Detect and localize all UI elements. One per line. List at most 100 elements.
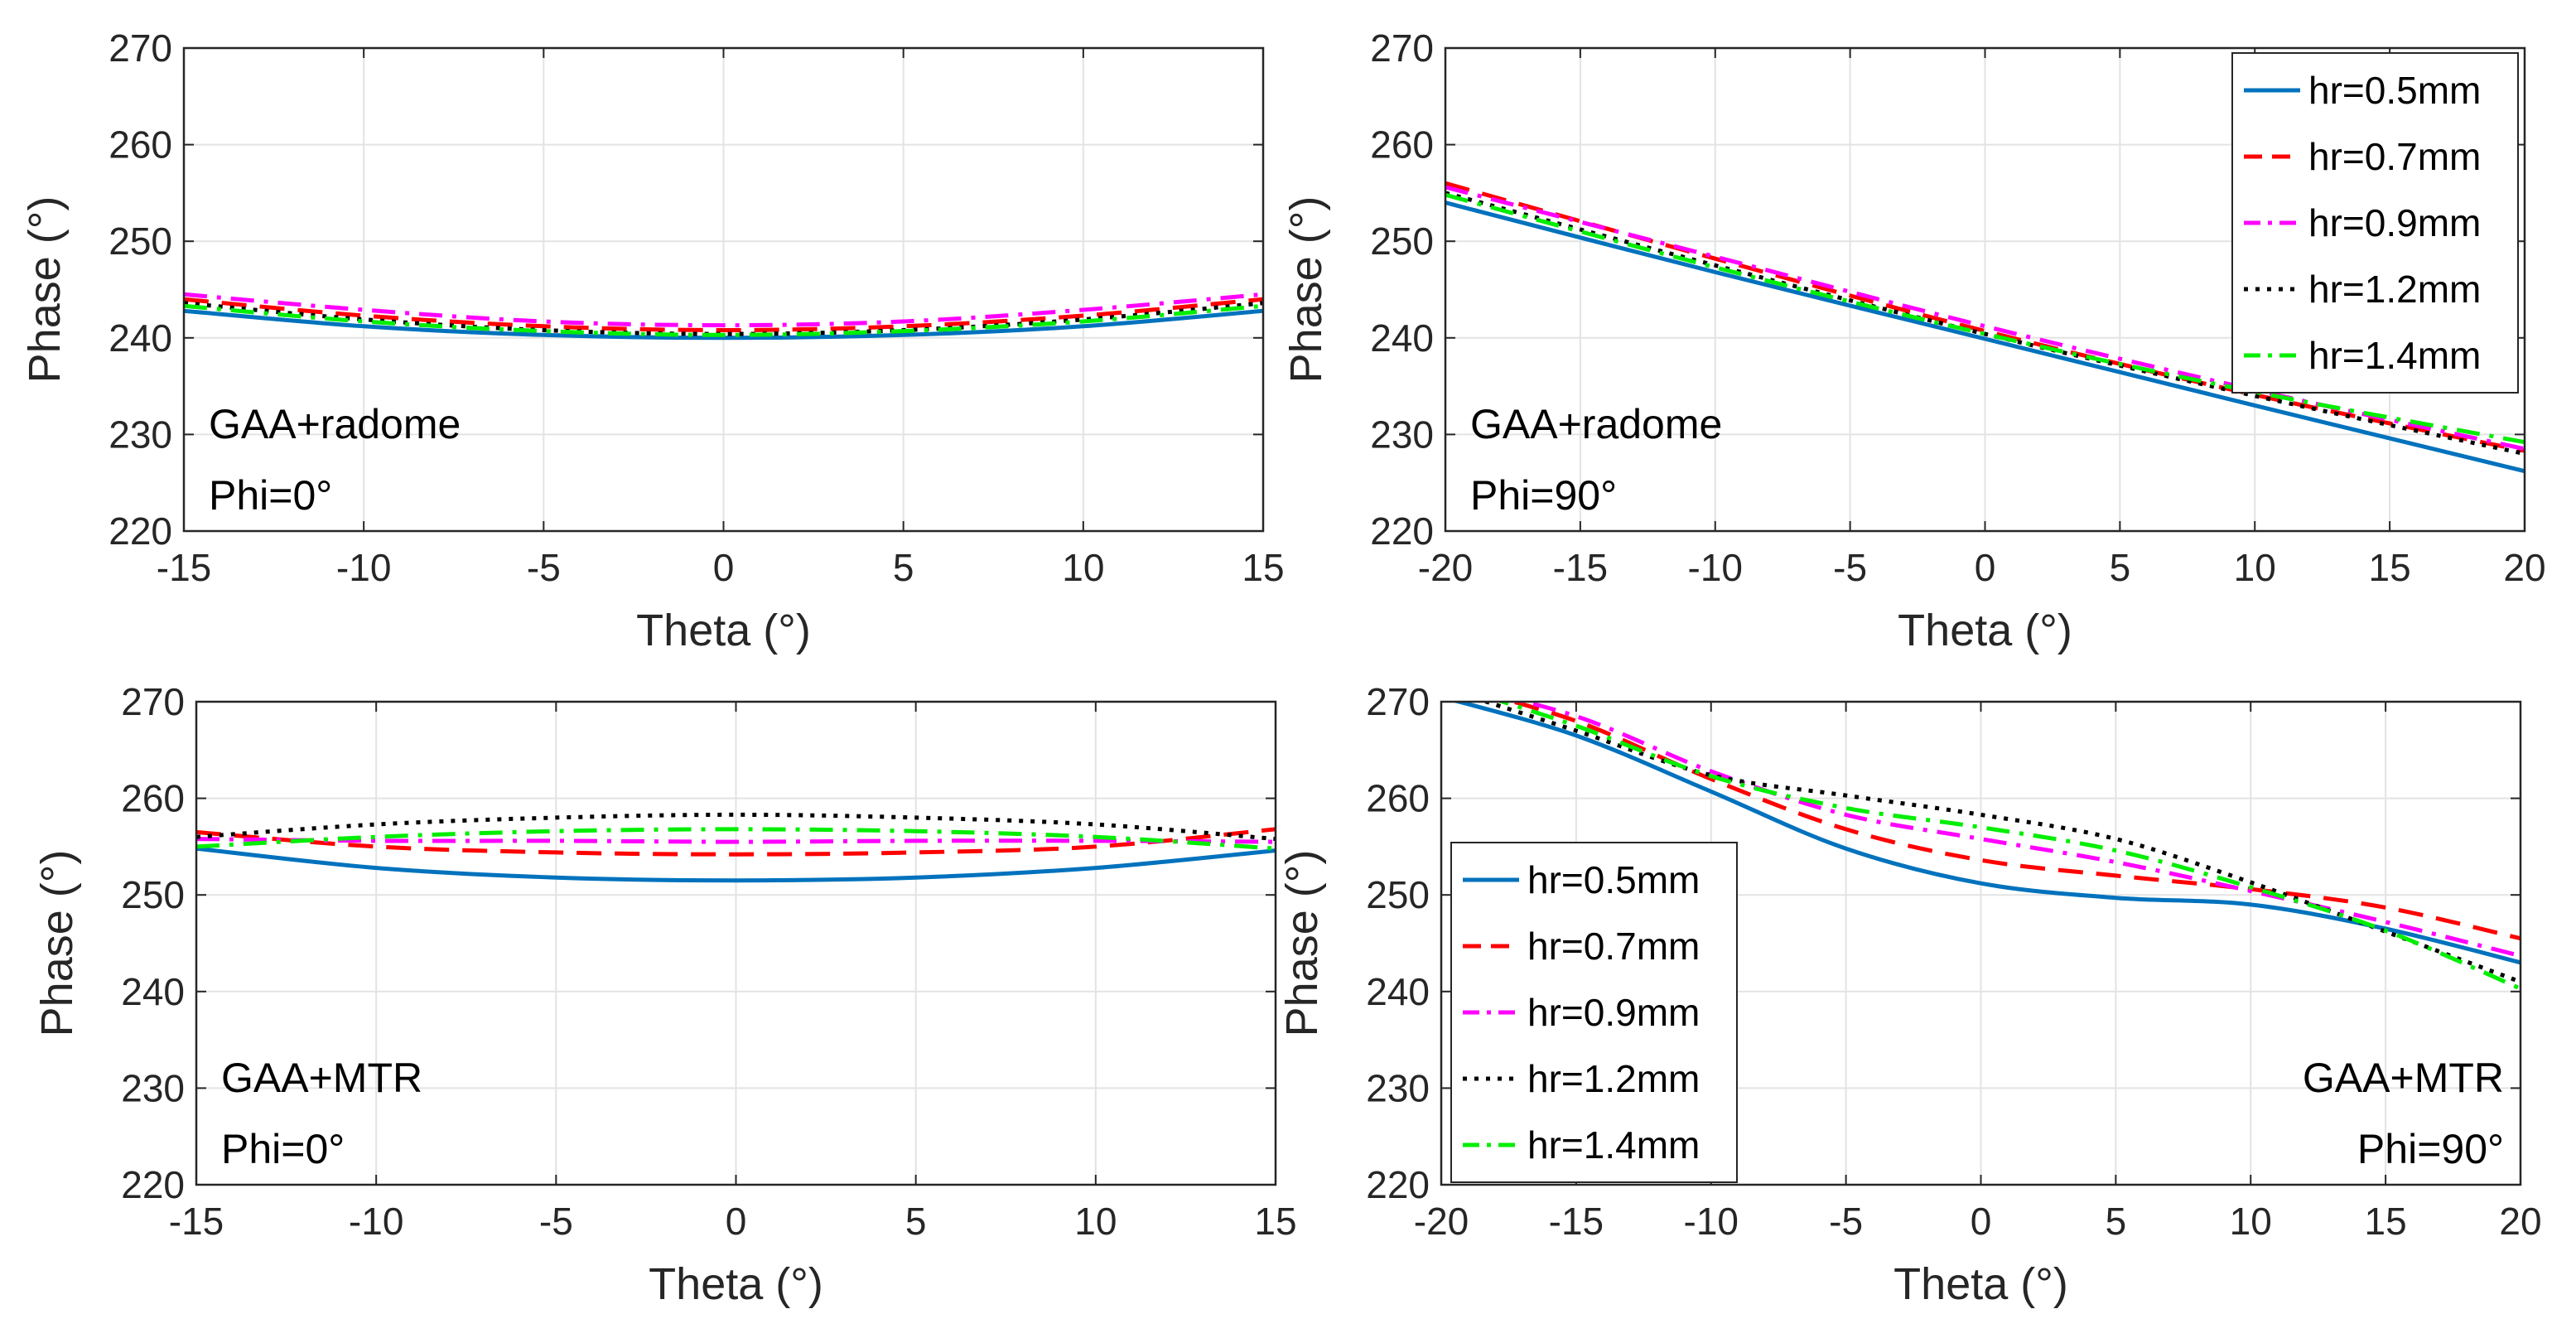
legend-label: hr=0.9mm <box>2308 201 2481 244</box>
x-tick-label: 15 <box>1254 1200 1296 1243</box>
x-tick-label: -20 <box>1414 1200 1469 1243</box>
x-tick-label: -10 <box>349 1200 403 1243</box>
y-tick-label: 250 <box>121 873 185 916</box>
y-tick-label: 220 <box>1370 510 1434 553</box>
y-tick-label: 220 <box>121 1163 185 1206</box>
y-tick-label: 240 <box>121 970 185 1013</box>
x-tick-label: -20 <box>1418 546 1473 589</box>
y-tick-label: 220 <box>1366 1163 1430 1206</box>
panel-annotation: Phi=90° <box>1470 472 1617 519</box>
y-tick-label: 230 <box>1370 413 1434 456</box>
x-tick-label: 15 <box>2369 546 2411 589</box>
x-tick-label: 5 <box>893 546 914 589</box>
y-axis-label: Phase (°) <box>1281 196 1331 384</box>
x-tick-label: -10 <box>1688 546 1743 589</box>
x-tick-label: -5 <box>539 1200 573 1243</box>
x-tick-label: 5 <box>2110 546 2131 589</box>
x-tick-label: -15 <box>1553 546 1608 589</box>
series-line-1 <box>1445 200 2525 474</box>
y-tick-label: 260 <box>1366 777 1430 820</box>
x-tick-label: -10 <box>336 546 391 589</box>
y-tick-label: 250 <box>109 220 172 263</box>
x-tick-label: 10 <box>2230 1200 2272 1243</box>
x-axis-label: Theta (°) <box>636 606 811 655</box>
series-line-3 <box>196 837 1276 844</box>
x-tick-label: -5 <box>1829 1200 1863 1243</box>
legend-label: hr=1.2mm <box>2308 268 2481 311</box>
series-group <box>196 812 1276 883</box>
series-line-4 <box>1445 191 2525 456</box>
x-tick-label: 15 <box>2365 1200 2407 1243</box>
x-tick-label: 10 <box>1074 1200 1117 1243</box>
y-axis-label: Phase (°) <box>32 850 82 1037</box>
x-tick-label: 20 <box>2503 546 2545 589</box>
y-tick-label: 230 <box>1366 1066 1430 1109</box>
legend-label: hr=1.4mm <box>2308 334 2481 377</box>
panel-annotation: GAA+MTR <box>2303 1055 2504 1101</box>
series-line-1 <box>184 308 1263 341</box>
series-group <box>184 292 1263 341</box>
legend-label: hr=0.5mm <box>2308 69 2481 112</box>
x-tick-label: 0 <box>726 1200 747 1243</box>
series-line-1 <box>1450 702 2521 965</box>
x-tick-label: 0 <box>713 546 735 589</box>
series-line-5 <box>184 303 1263 337</box>
x-tick-label: -15 <box>1549 1200 1604 1243</box>
y-tick-label: 260 <box>1370 123 1434 167</box>
chart-panel-3: -15 -10 -5 0 5 10 15 220 230 240 250 260 270 Theta (°… <box>32 680 1297 1309</box>
series-line-2 <box>184 297 1263 333</box>
legend-label: hr=1.2mm <box>1527 1057 1700 1100</box>
series-line-3 <box>184 292 1263 328</box>
y-tick-label: 270 <box>1370 27 1434 70</box>
y-tick-label: 230 <box>121 1066 185 1109</box>
series-line-4 <box>1479 702 2521 984</box>
x-tick-label: -15 <box>169 1200 224 1243</box>
x-tick-label: 0 <box>1975 546 1996 589</box>
panel-annotation: GAA+radome <box>209 401 461 447</box>
y-tick-label: 260 <box>109 123 172 167</box>
y-tick-label: 270 <box>1366 680 1430 723</box>
x-tick-label: 15 <box>1242 546 1284 589</box>
chart-panel-2: -20 -15 -10 -5 0 5 10 15 20 220 230 240 250 260 270 The… <box>1281 27 2546 655</box>
x-axis-label: Theta (°) <box>1893 1259 2068 1309</box>
legend-label: hr=0.7mm <box>1527 925 1700 968</box>
y-tick-label: 270 <box>109 27 172 70</box>
x-tick-label: 20 <box>2499 1200 2541 1243</box>
x-tick-label: 10 <box>2234 546 2276 589</box>
panel-annotation: Phi=0° <box>221 1126 345 1172</box>
chart-panel-1: -15 -10 -5 0 5 10 15 220 230 240 250 260 270 Theta (°… <box>20 27 1285 655</box>
x-tick-label: -5 <box>1833 546 1867 589</box>
legend-label: hr=0.7mm <box>2308 135 2481 178</box>
panel-annotation: GAA+MTR <box>221 1055 422 1101</box>
legend: hr=0.5mm hr=0.7mm hr=0.9mm hr=1.2mm hr=1.4mm <box>2231 52 2519 394</box>
series-line-5 <box>196 827 1276 851</box>
series-line-3 <box>1445 185 2525 452</box>
y-tick-label: 270 <box>121 680 185 723</box>
y-tick-label: 240 <box>1370 316 1434 360</box>
series-group <box>1450 702 2521 991</box>
legend-label: hr=1.4mm <box>1527 1123 1700 1167</box>
x-axis-label: Theta (°) <box>1898 606 2072 655</box>
y-tick-label: 250 <box>1366 873 1430 916</box>
chart-panel-4: -20 -15 -10 -5 0 5 10 15 20 220 230 240 250 260 270 The… <box>1277 680 2542 1309</box>
y-tick-label: 230 <box>109 413 172 456</box>
y-tick-label: 240 <box>109 316 172 360</box>
panel-annotation: Phi=0° <box>209 472 332 519</box>
x-tick-label: 5 <box>2106 1200 2127 1243</box>
x-tick-label: -15 <box>157 546 211 589</box>
series-group <box>1445 181 2525 474</box>
x-tick-label: 0 <box>1971 1200 1992 1243</box>
series-line-2 <box>1505 702 2521 941</box>
x-tick-label: 5 <box>905 1200 927 1243</box>
legend-label: hr=0.9mm <box>1527 991 1700 1034</box>
series-line-2 <box>196 827 1276 857</box>
y-tick-label: 250 <box>1370 220 1434 263</box>
x-tick-label: 10 <box>1062 546 1104 589</box>
x-tick-label: -5 <box>527 546 561 589</box>
y-axis-label: Phase (°) <box>20 196 70 384</box>
legend: hr=0.5mm hr=0.7mm hr=0.9mm hr=1.2mm hr=1.4mm <box>1450 842 1738 1183</box>
y-tick-label: 220 <box>109 510 172 553</box>
x-axis-label: Theta (°) <box>649 1259 823 1309</box>
legend-label: hr=0.5mm <box>1527 858 1700 901</box>
